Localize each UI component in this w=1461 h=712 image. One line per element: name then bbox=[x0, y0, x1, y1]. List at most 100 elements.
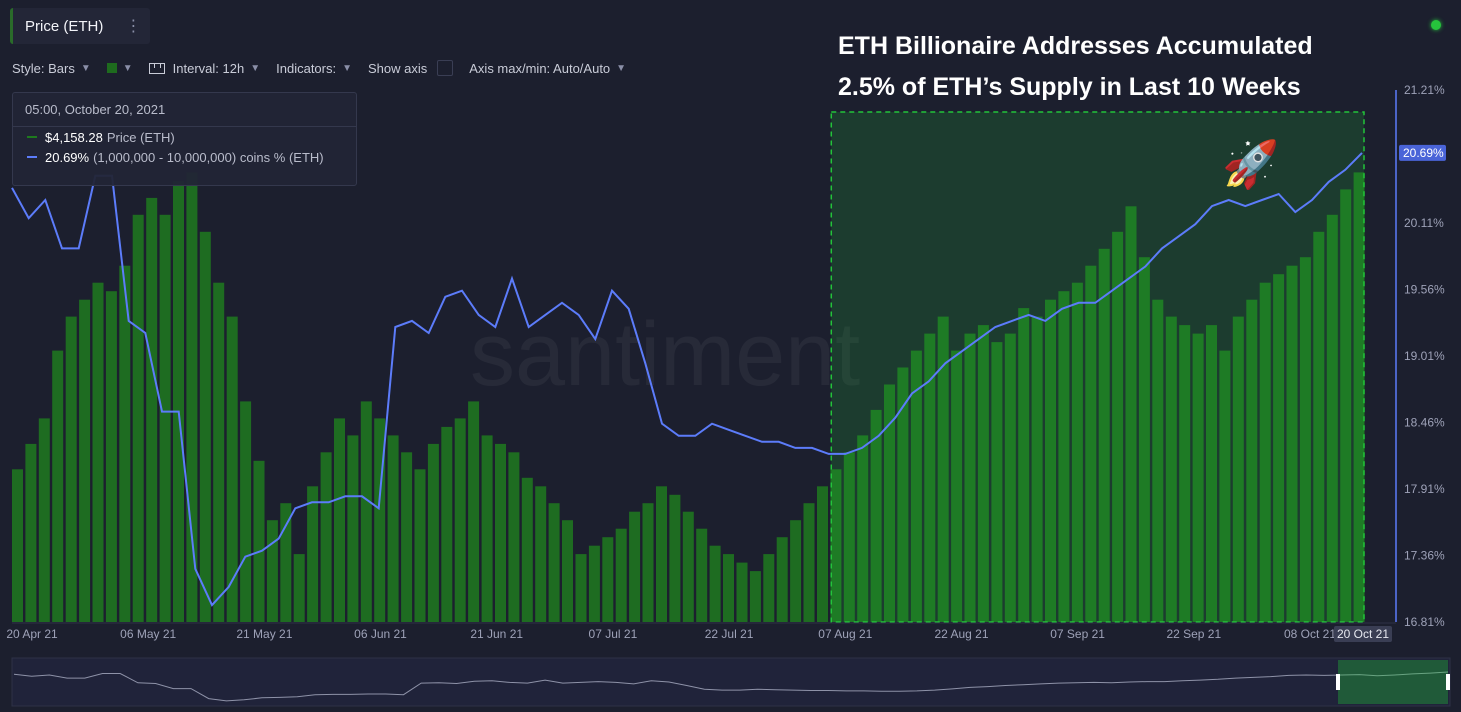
price-bar bbox=[146, 197, 158, 622]
headline-line-2: 2.5% of ETH’s Supply in Last 10 Weeks bbox=[838, 73, 1301, 101]
price-bar bbox=[12, 469, 23, 622]
price-bar bbox=[1259, 282, 1271, 622]
kebab-icon[interactable]: ⋮ bbox=[125, 18, 142, 35]
price-bar bbox=[1138, 257, 1150, 622]
tooltip-price-value: $4,158.28 bbox=[45, 129, 103, 145]
price-bar bbox=[1313, 231, 1325, 623]
navigator-handle-right[interactable] bbox=[1446, 674, 1450, 690]
price-bar bbox=[119, 265, 131, 622]
price-bar bbox=[105, 291, 117, 622]
price-bar bbox=[843, 452, 855, 622]
price-bar bbox=[240, 401, 252, 622]
interval-label: Interval: 12h bbox=[172, 60, 245, 76]
price-bar bbox=[642, 503, 654, 622]
show-axis-toggle[interactable]: Show axis bbox=[368, 60, 454, 76]
price-bar bbox=[870, 409, 882, 622]
navigator-handle-left[interactable] bbox=[1336, 674, 1340, 690]
x-tick-label: 22 Sep 21 bbox=[1166, 627, 1221, 641]
style-label: Style: Bars bbox=[12, 60, 75, 76]
price-bar bbox=[656, 486, 667, 622]
price-bar bbox=[1045, 299, 1056, 622]
x-tick-label: 08 Oct 21 bbox=[1284, 627, 1336, 641]
chevron-down-icon: ▼ bbox=[80, 62, 91, 74]
price-bar bbox=[964, 333, 976, 622]
navigator-selection[interactable] bbox=[1338, 660, 1448, 704]
price-bar bbox=[226, 316, 238, 622]
show-axis-checkbox[interactable] bbox=[437, 60, 454, 76]
indicators-label: Indicators: bbox=[276, 60, 337, 76]
x-tick-label: 22 Jul 21 bbox=[705, 627, 754, 641]
price-bar bbox=[1165, 316, 1177, 622]
price-bar bbox=[414, 469, 426, 622]
x-axis-ticks: 20 Apr 21 06 May 21 21 May 21 06 Jun 21 21 J… bbox=[6, 622, 1396, 642]
tooltip-row-supply: 20.69% (1,000,000 - 10,000,000) coins % … bbox=[13, 147, 356, 167]
status-indicator bbox=[1431, 20, 1441, 30]
price-bar bbox=[669, 494, 681, 622]
price-bar bbox=[1246, 299, 1258, 622]
price-bar bbox=[1179, 325, 1191, 622]
price-bar bbox=[334, 418, 345, 622]
chart-tooltip: 05:00, October 20, 2021 $4,158.28 Price … bbox=[12, 92, 357, 186]
price-bar bbox=[280, 503, 292, 622]
tooltip-date: 05:00, October 20, 2021 bbox=[13, 93, 356, 127]
price-bar bbox=[991, 342, 1003, 622]
price-bar bbox=[682, 511, 694, 622]
x-tick-label: 20 Apr 21 bbox=[6, 627, 58, 641]
highlight-region bbox=[830, 111, 1365, 623]
style-dropdown[interactable]: Style: Bars ▼ bbox=[12, 61, 91, 76]
x-tick-label: 22 Aug 21 bbox=[934, 627, 988, 641]
price-bar bbox=[266, 520, 278, 622]
indicators-dropdown[interactable]: Indicators: ▼ bbox=[276, 61, 352, 76]
navigator-background bbox=[11, 657, 1451, 707]
price-legend-swatch bbox=[27, 136, 37, 138]
price-bar bbox=[1152, 299, 1164, 622]
calendar-icon bbox=[148, 62, 165, 74]
price-bar bbox=[1058, 291, 1070, 622]
price-bar bbox=[763, 554, 775, 622]
price-bar bbox=[602, 537, 614, 622]
price-bar bbox=[1340, 189, 1352, 622]
price-bar bbox=[1031, 316, 1043, 622]
price-bar bbox=[441, 426, 453, 622]
price-bar bbox=[347, 435, 359, 622]
price-bar bbox=[817, 486, 828, 622]
y-tick-label: 16.81% bbox=[1404, 615, 1445, 629]
price-bar bbox=[1232, 316, 1244, 622]
price-bar bbox=[951, 350, 963, 622]
price-bar bbox=[65, 316, 77, 622]
navigator-minimap[interactable] bbox=[11, 657, 1451, 707]
chevron-down-icon: ▼ bbox=[616, 62, 627, 74]
supply-legend-swatch bbox=[27, 156, 37, 158]
color-dropdown[interactable]: ▼ bbox=[106, 63, 133, 74]
price-bar bbox=[52, 350, 64, 622]
price-bar bbox=[508, 452, 520, 622]
y-tick-label: 19.56% bbox=[1404, 283, 1445, 297]
price-bar bbox=[387, 435, 399, 622]
axis-range-dropdown[interactable]: Axis max/min: Auto/Auto ▼ bbox=[469, 61, 626, 76]
price-bar bbox=[937, 316, 949, 622]
price-bar bbox=[776, 537, 788, 622]
current-date-label: 20 Oct 21 bbox=[1337, 627, 1389, 641]
tooltip-row-price: $4,158.28 Price (ETH) bbox=[13, 127, 356, 147]
headline-annotation: ETH Billionaire Addresses Accumulated 2.… bbox=[838, 26, 1358, 108]
price-bar bbox=[803, 503, 815, 622]
price-bar bbox=[1299, 257, 1311, 622]
supply-line bbox=[11, 152, 1363, 607]
x-tick-label: 07 Jul 21 bbox=[589, 627, 638, 641]
y-axis-ticks: 21.21% 20.11% 19.56% 19.01% 18.46% 17.91% 17.3… bbox=[1399, 83, 1446, 629]
price-bar bbox=[199, 231, 211, 623]
price-eth-tab[interactable]: Price (ETH) ⋮ bbox=[10, 8, 150, 44]
chart-toolbar: Style: Bars ▼ ▼ Interval: 12h ▼ Indicato… bbox=[12, 58, 642, 78]
chevron-down-icon: ▼ bbox=[342, 62, 353, 74]
price-bar bbox=[615, 528, 627, 622]
price-bar bbox=[293, 554, 305, 622]
price-bar bbox=[1112, 231, 1124, 623]
price-bar bbox=[481, 435, 493, 622]
interval-dropdown[interactable]: Interval: 12h ▼ bbox=[148, 60, 260, 76]
price-bar bbox=[1125, 206, 1137, 623]
price-bar bbox=[253, 460, 265, 622]
price-bar bbox=[1098, 248, 1110, 623]
price-bar bbox=[307, 486, 319, 622]
price-bar bbox=[548, 503, 560, 622]
